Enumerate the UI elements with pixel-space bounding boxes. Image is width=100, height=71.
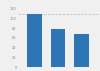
Bar bbox=[27, 14, 42, 67]
Bar bbox=[51, 29, 65, 67]
Bar bbox=[74, 34, 89, 67]
